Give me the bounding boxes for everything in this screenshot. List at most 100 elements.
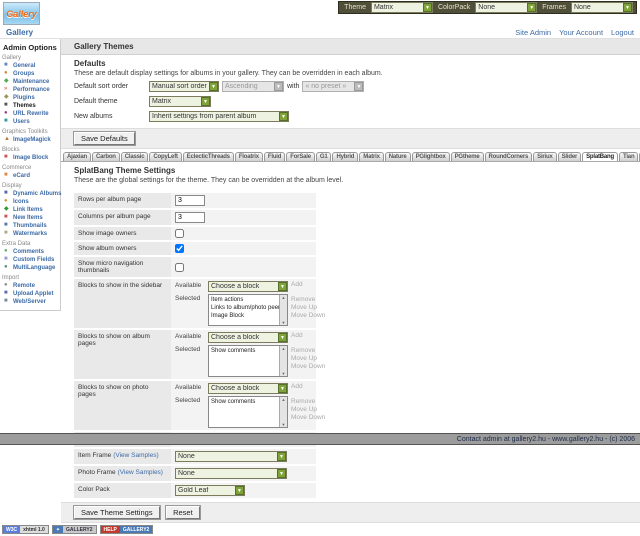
list-option[interactable]: Show comments	[211, 399, 256, 405]
save-defaults-button[interactable]: Save Defaults	[73, 131, 136, 146]
sidebar-item-performance[interactable]: » Performance	[2, 86, 60, 94]
album-add-link[interactable]: Add	[291, 332, 303, 339]
link-items-icon: ◆	[4, 206, 9, 212]
sidebar-item-general[interactable]: ■ General	[2, 62, 60, 70]
tab-tian[interactable]: Tian	[618, 152, 639, 161]
sidebar-add-link[interactable]: Add	[291, 281, 303, 288]
nav-link-your-account[interactable]: Your Account	[559, 27, 604, 37]
sidebar-item-multilanguage[interactable]: ● MultiLanguage	[2, 264, 60, 272]
sidebar-item-icons[interactable]: ● Icons	[2, 198, 60, 206]
sidebar-move-down-link[interactable]: Move Down	[291, 312, 326, 319]
tab-roundcorners[interactable]: RoundCorners	[484, 152, 533, 161]
listbox-scrollbar[interactable]: ▲ ▼	[279, 397, 287, 427]
show-image-owners-checkbox[interactable]	[175, 229, 184, 238]
listbox-scrollbar[interactable]: ▲ ▼	[279, 346, 287, 376]
header: Gallery Theme Matrix ▼ ColorPack None ▼ …	[0, 0, 640, 26]
photo-add-link[interactable]: Add	[291, 383, 303, 390]
new-albums-select[interactable]: Inherit settings from parent album ▼	[149, 111, 289, 122]
sidebar-item-label: Watermarks	[13, 230, 48, 237]
nav-link-logout[interactable]: Logout	[611, 27, 634, 37]
sidebar-item-groups[interactable]: ● Groups	[2, 70, 60, 78]
tab-forsale[interactable]: ForSale	[286, 152, 315, 161]
nav-link-site-admin[interactable]: Site Admin	[515, 27, 552, 37]
photo-frame-view-samples-link[interactable]: (View Samples)	[117, 469, 163, 476]
theme-select[interactable]: Matrix ▼	[370, 2, 433, 13]
sidebar-item-thumbnails[interactable]: ■ Thumbnails	[2, 222, 60, 230]
list-option[interactable]: Image Block	[211, 313, 245, 319]
sidebar-item-web-server[interactable]: ■ Web/Server	[2, 298, 60, 306]
item-frame-view-samples-link[interactable]: (View Samples)	[113, 452, 159, 459]
list-option[interactable]: Show comments	[211, 348, 256, 354]
tab-eclecticthreads[interactable]: EclecticThreads	[182, 152, 234, 161]
gallery2-badge[interactable]: ✦ GALLERY2	[51, 525, 97, 534]
tab-nature[interactable]: Nature	[384, 152, 411, 161]
listbox-scrollbar[interactable]: ▲ ▼	[279, 295, 287, 325]
photo-move-down-link[interactable]: Move Down	[291, 414, 326, 421]
default-theme-select[interactable]: Matrix ▼	[149, 96, 211, 107]
list-option[interactable]: Links to album/photo peers	[211, 305, 284, 311]
sidebar-item-imagemagick[interactable]: ▲ ImageMagick	[2, 136, 60, 144]
sidebar-item-plugins[interactable]: ◆ Plugins	[2, 94, 60, 102]
item-frame-select[interactable]: None ▼	[175, 451, 287, 462]
tab-fluid[interactable]: Fluid	[263, 152, 286, 161]
sidebar-item-dynamic-albums[interactable]: ■ Dynamic Albums	[2, 190, 61, 198]
tab-copyleft[interactable]: CopyLeft	[149, 152, 182, 161]
photo-remove-link[interactable]: Remove	[291, 398, 316, 405]
frames-select[interactable]: None ▼	[571, 2, 633, 13]
tab-splatbang[interactable]: SplatBang	[582, 152, 618, 161]
gallery-home-link[interactable]: Gallery	[6, 27, 34, 37]
album-choose-block-select[interactable]: Choose a block ▼	[208, 332, 288, 343]
sidebar-choose-block-select[interactable]: Choose a block ▼	[208, 281, 288, 292]
sidebar-item-link-items[interactable]: ◆ Link Items	[2, 206, 60, 214]
tab-classic[interactable]: Classic	[120, 152, 149, 161]
tab-matrix[interactable]: Matrix	[359, 152, 384, 161]
album-move-down-link[interactable]: Move Down	[291, 363, 326, 370]
tab-hybrid[interactable]: Hybrid	[332, 152, 359, 161]
sidebar-item-ecard[interactable]: ■ eCard	[2, 172, 60, 180]
tab-carbon[interactable]: Carbon	[91, 152, 120, 161]
color-pack-select[interactable]: Gold Leaf ▼	[175, 485, 245, 496]
album-remove-link[interactable]: Remove	[291, 347, 316, 354]
tab-floatrix[interactable]: Floatrix	[234, 152, 263, 161]
sidebar-item-remote[interactable]: ● Remote	[2, 282, 60, 290]
show-album-owners-checkbox[interactable]	[175, 244, 184, 253]
rows-per-page-input[interactable]	[175, 195, 205, 206]
gallery-logo[interactable]: Gallery	[3, 2, 40, 25]
photo-choose-block-select[interactable]: Choose a block ▼	[208, 383, 288, 394]
sidebar-selected-listbox[interactable]: ▲ ▼ Item actions Links to album/photo peer…	[208, 294, 288, 326]
tab-siriux[interactable]: Siriux	[533, 152, 557, 161]
reset-button[interactable]: Reset	[165, 505, 201, 520]
sidebar-item-comments[interactable]: ● Comments	[2, 248, 60, 256]
sidebar-item-watermarks[interactable]: ■ Watermarks	[2, 230, 60, 238]
photo-move-up-link[interactable]: Move Up	[291, 406, 318, 413]
sidebar-item-image-block[interactable]: ■ Image Block	[2, 154, 60, 162]
cols-per-page-input[interactable]	[175, 212, 205, 223]
sidebar-item-url-rewrite[interactable]: ● URL Rewrite	[2, 110, 60, 118]
show-micro-nav-checkbox[interactable]	[175, 262, 184, 272]
tab-g1[interactable]: G1	[315, 152, 332, 161]
tab-pglightbox[interactable]: PGlightbox	[411, 152, 450, 161]
photo-frame-select[interactable]: None ▼	[175, 468, 287, 479]
sidebar-item-new-items[interactable]: ■ New Items	[2, 214, 60, 222]
save-theme-settings-button[interactable]: Save Theme Settings	[73, 505, 161, 520]
list-option[interactable]: Item actions	[211, 297, 244, 303]
tab-ajaxian[interactable]: Ajaxian	[63, 152, 91, 161]
sidebar-item-themes[interactable]: ■ Themes	[2, 102, 60, 110]
album-selected-listbox[interactable]: ▲ ▼ Show comments	[208, 345, 288, 377]
sidebar-item-users[interactable]: ■ Users	[2, 118, 60, 126]
sidebar-remove-link[interactable]: Remove	[291, 296, 316, 303]
help-gallery-badge[interactable]: HELP GALLERY2	[99, 525, 154, 534]
album-move-up-link[interactable]: Move Up	[291, 355, 318, 362]
colorpack-select[interactable]: None ▼	[475, 2, 538, 13]
tab-pgtheme[interactable]: PGtheme	[450, 152, 484, 161]
photo-selected-listbox[interactable]: ▲ ▼ Show comments	[208, 396, 288, 428]
xhtml-badge[interactable]: W3C xhtml 1.0	[2, 525, 49, 534]
dropdown-arrow-icon: ▼	[278, 282, 287, 291]
sidebar-section-extra-data: Extra Data	[2, 241, 31, 247]
sidebar-item-maintenance[interactable]: ◆ Maintenance	[2, 78, 60, 86]
tab-slider[interactable]: Slider	[557, 152, 582, 161]
sidebar-item-custom-fields[interactable]: ■ Custom Fields	[2, 256, 60, 264]
sidebar-move-up-link[interactable]: Move Up	[291, 304, 318, 311]
sort-order-select[interactable]: Manual sort order ▼	[149, 81, 219, 92]
sidebar-item-upload-applet[interactable]: ■ Upload Applet	[2, 290, 60, 298]
